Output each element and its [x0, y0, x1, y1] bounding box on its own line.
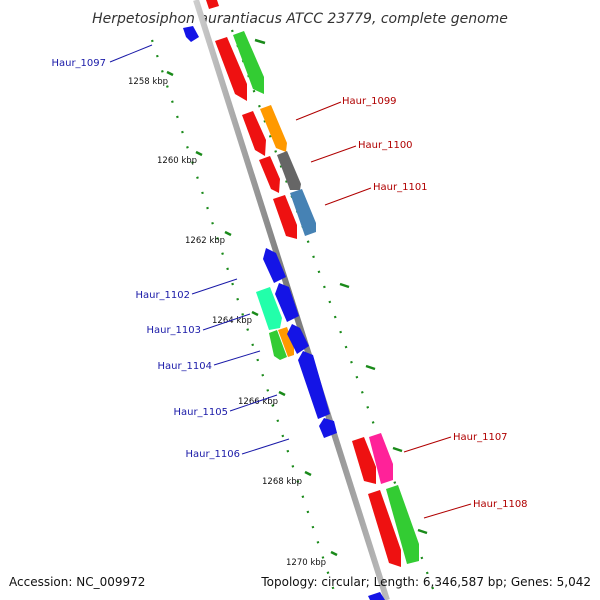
gene-label-haur-1104[interactable]: Haur_1104	[157, 361, 212, 372]
gene-arrow[interactable]	[298, 351, 330, 419]
label-leader	[191, 278, 238, 295]
tick-label-1264: 1264 kbp	[212, 316, 252, 326]
gene-arrow[interactable]	[273, 195, 297, 239]
tick-mark-1258	[166, 70, 174, 77]
gene-arrow[interactable]	[275, 283, 299, 322]
gene-label-haur-1105[interactable]: Haur_1105	[173, 407, 228, 418]
gene-label-haur-1108[interactable]: Haur_1108	[473, 499, 528, 510]
label-leader	[213, 350, 261, 366]
gene-arrow[interactable]	[368, 490, 401, 567]
gene-arrow[interactable]	[206, 0, 219, 9]
map-title: Herpetosiphon aurantiacus ATCC 23779, co…	[92, 11, 508, 27]
accession-text: Accession: NC_009972	[9, 575, 145, 589]
gene-arrow[interactable]	[290, 189, 316, 236]
gene-arrow[interactable]	[242, 111, 266, 156]
gene-label-haur-1097[interactable]: Haur_1097	[51, 58, 106, 69]
gene-arrow[interactable]	[233, 31, 264, 94]
outer-dash	[392, 446, 403, 453]
gene-arrow[interactable]	[183, 26, 199, 42]
gene-arrow[interactable]	[260, 105, 287, 152]
tick-label-1266: 1266 kbp	[238, 397, 278, 407]
outer-dash	[339, 282, 350, 289]
outer-dash	[254, 38, 266, 45]
gene-arrow[interactable]	[263, 248, 286, 283]
gene-arrow[interactable]	[368, 592, 385, 600]
outer-dash	[365, 364, 376, 371]
gene-arrow[interactable]	[369, 433, 393, 484]
tick-label-1258: 1258 kbp	[128, 77, 168, 87]
gene-arrow[interactable]	[278, 327, 294, 357]
tick-label-1262: 1262 kbp	[185, 236, 225, 246]
label-leader	[295, 101, 342, 121]
gene-label-haur-1107[interactable]: Haur_1107	[453, 432, 508, 443]
gene-arrow[interactable]	[256, 287, 282, 330]
gene-label-haur-1101[interactable]: Haur_1101	[373, 182, 428, 193]
gene-label-haur-1102[interactable]: Haur_1102	[135, 290, 190, 301]
gene-arrow[interactable]	[386, 485, 419, 564]
label-leader	[241, 438, 290, 455]
label-leader	[202, 313, 251, 331]
tick-mark-1266	[278, 390, 286, 397]
tick-mark-1262	[224, 230, 232, 237]
tick-label-1270: 1270 kbp	[286, 558, 326, 568]
gene-arrow[interactable]	[277, 151, 301, 190]
tick-label-1260: 1260 kbp	[157, 156, 197, 166]
tick-mark-1264	[251, 310, 259, 317]
gene-arrow[interactable]	[269, 330, 287, 360]
tick-mark-1260	[195, 150, 203, 157]
label-leader	[324, 187, 372, 206]
label-leader	[310, 145, 357, 163]
gene-arrow[interactable]	[352, 437, 376, 484]
label-leader	[423, 503, 472, 519]
gene-arrow[interactable]	[215, 37, 247, 101]
tick-mark-1270	[330, 550, 338, 557]
genome-summary-text: Topology: circular; Length: 6,346,587 bp…	[260, 575, 591, 589]
label-leader	[403, 436, 452, 453]
gene-label-haur-1099[interactable]: Haur_1099	[342, 96, 397, 107]
gene-label-haur-1103[interactable]: Haur_1103	[146, 325, 201, 336]
label-leader	[229, 394, 278, 412]
outer-dash	[417, 528, 428, 535]
gene-arrow[interactable]	[259, 156, 280, 193]
label-leader	[109, 44, 153, 63]
gene-label-haur-1100[interactable]: Haur_1100	[358, 140, 413, 151]
tick-mark-1268	[304, 470, 312, 477]
tick-label-1268: 1268 kbp	[262, 477, 302, 487]
gene-label-haur-1106[interactable]: Haur_1106	[185, 449, 240, 460]
gene-arrow[interactable]	[319, 418, 337, 438]
gene-arrow[interactable]	[287, 324, 309, 354]
